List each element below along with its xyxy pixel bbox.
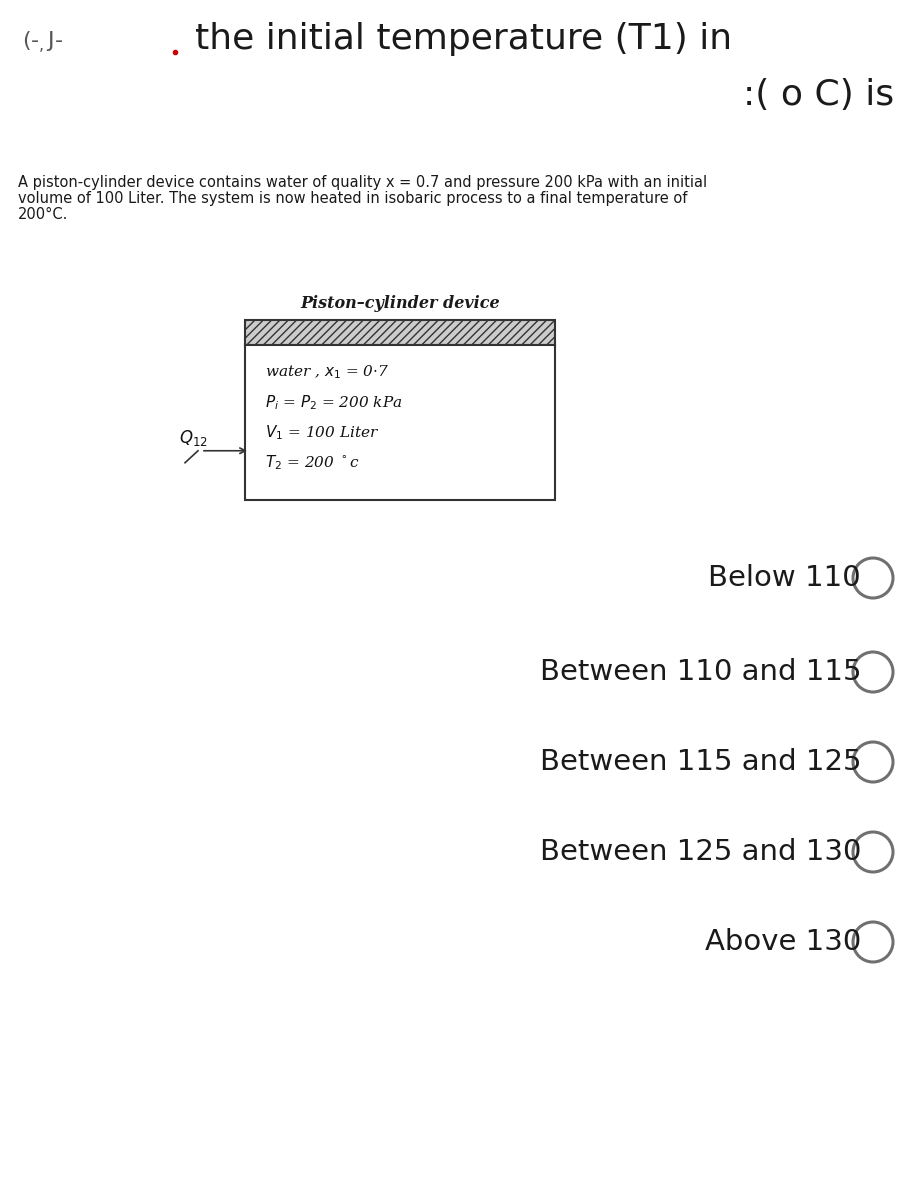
Bar bbox=[245, 320, 555, 345]
Text: Between 125 and 130: Between 125 and 130 bbox=[539, 838, 861, 865]
Text: $Q_{12}$: $Q_{12}$ bbox=[178, 428, 208, 448]
Text: Piston–cylinder device: Piston–cylinder device bbox=[301, 294, 500, 313]
Text: A piston-cylinder device contains water of quality x = 0.7 and pressure 200 kPa : A piston-cylinder device contains water … bbox=[18, 175, 707, 190]
Text: volume of 100 Liter. The system is now heated in isobaric process to a final tem: volume of 100 Liter. The system is now h… bbox=[18, 191, 687, 206]
Text: $T_2$ = 200 $^\circ$c: $T_2$ = 200 $^\circ$c bbox=[265, 453, 359, 471]
Text: Between 110 and 115: Between 110 and 115 bbox=[539, 657, 861, 686]
Text: 200°C.: 200°C. bbox=[18, 207, 68, 222]
Text: Below 110: Below 110 bbox=[709, 564, 861, 593]
Text: the initial temperature (T1) in: the initial temperature (T1) in bbox=[195, 22, 732, 56]
Text: $(\text{-}_,\text{J}\text{-}$: $(\text{-}_,\text{J}\text{-}$ bbox=[22, 30, 63, 56]
Text: Between 115 and 125: Between 115 and 125 bbox=[539, 748, 861, 776]
Text: $P_i$ = $P_2$ = 200 kPa: $P_i$ = $P_2$ = 200 kPa bbox=[265, 393, 403, 412]
Text: :( o C) is: :( o C) is bbox=[743, 78, 894, 112]
Text: water , $x_1$ = 0$\cdot$7: water , $x_1$ = 0$\cdot$7 bbox=[265, 363, 389, 381]
Text: $V_1$ = 100 Liter: $V_1$ = 100 Liter bbox=[265, 423, 380, 441]
Text: Above 130: Above 130 bbox=[705, 928, 861, 956]
Bar bbox=[245, 345, 555, 500]
